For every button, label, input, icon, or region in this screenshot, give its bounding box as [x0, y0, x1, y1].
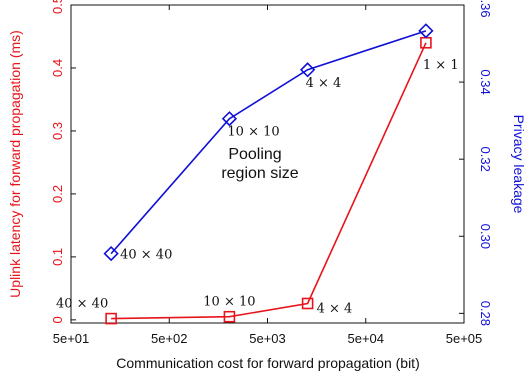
- x-tick-label: 5e+03: [249, 331, 286, 346]
- y-left-axis-ticks: 0 0.1 0.2 0.3 0.4 0.5: [50, 0, 76, 323]
- x-tick-label: 5e+04: [347, 331, 384, 346]
- latency-line: [111, 42, 427, 320]
- y-right-tick-label: 0.28: [478, 301, 493, 326]
- y-left-tick-label: 0.3: [50, 122, 65, 140]
- y-left-axis-title: Uplink latency for forward propagation (…: [7, 30, 23, 298]
- y-left-tick-label: 0.4: [50, 59, 65, 77]
- privacy-point-label: 10 × 10: [227, 125, 279, 140]
- plot-frame: [70, 4, 465, 324]
- x-tick-label: 5e+01: [53, 331, 90, 346]
- privacy-point: [299, 62, 316, 78]
- privacy-point: [103, 245, 119, 262]
- privacy-point: [221, 111, 238, 127]
- latency-point: [105, 312, 117, 325]
- privacy-point: [418, 23, 434, 39]
- y-right-tick-label: 0.34: [478, 69, 493, 94]
- y-left-tick-label: 0.2: [50, 185, 65, 203]
- privacy-line: [110, 30, 427, 255]
- privacy-point-label: 40 × 40: [120, 248, 172, 263]
- annotation-line-2: region size: [221, 165, 298, 182]
- y-right-tick-label: 0.36: [478, 0, 493, 18]
- y-right-tick-label: 0.30: [478, 224, 493, 249]
- x-tick-label: 5e+05: [446, 331, 483, 346]
- y-right-axis-ticks: 0.28 0.30 0.32 0.34 0.36: [459, 0, 493, 326]
- latency-point-label: 10 × 10: [203, 295, 255, 310]
- y-left-tick-label: 0.1: [50, 248, 65, 266]
- y-right-axis-title: Privacy leakage: [511, 115, 527, 214]
- y-right-tick-label: 0.32: [478, 147, 493, 172]
- y-left-tick-label: 0.5: [50, 0, 65, 14]
- x-axis-ticks: 5e+01 5e+02 5e+03 5e+04 5e+05: [53, 5, 483, 346]
- annotation-line-1: Pooling: [228, 146, 281, 163]
- series-layer: 40 × 40 10 × 10 4 × 4 1 × 1 40 × 40 10 × 10 4 …: [56, 23, 459, 325]
- y-left-tick-label: 0: [50, 316, 65, 323]
- latency-point-label: 1 × 1: [423, 58, 459, 73]
- privacy-point-label: 4 × 4: [306, 76, 342, 91]
- latency-point-label: 40 × 40: [56, 297, 108, 312]
- latency-point: [301, 297, 314, 310]
- x-axis-title: Communication cost for forward propagati…: [116, 355, 419, 371]
- latency-point: [223, 310, 236, 323]
- x-tick-label: 5e+02: [151, 331, 188, 346]
- latency-point-label: 4 × 4: [317, 301, 353, 316]
